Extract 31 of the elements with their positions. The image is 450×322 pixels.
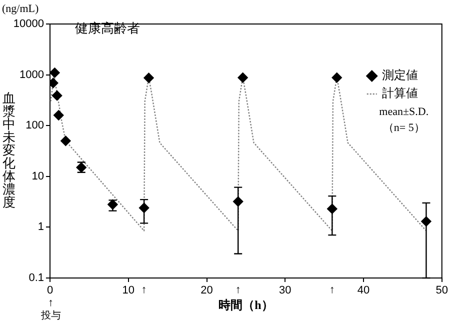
x-tick-label: 10 bbox=[122, 284, 134, 297]
point bbox=[60, 136, 71, 146]
y-tick-label: 1 bbox=[38, 221, 44, 234]
text: 血漿中未変化体濃度 bbox=[2, 90, 16, 210]
text: 投与 bbox=[40, 310, 61, 322]
point bbox=[52, 90, 62, 101]
x-tick-label: 0 bbox=[46, 284, 54, 297]
x-tick-label: 30 bbox=[279, 284, 292, 297]
text: ↑ bbox=[48, 296, 54, 309]
point bbox=[50, 68, 60, 78]
text: ↑ bbox=[141, 284, 147, 296]
x-tick-label: 20 bbox=[200, 284, 213, 297]
annotation: mean±S.D. bbox=[379, 106, 429, 118]
y-tick-label: 100 bbox=[26, 120, 44, 132]
y-tick-label: 0.1 bbox=[28, 272, 44, 284]
annotation: （n= 5） bbox=[382, 122, 425, 134]
legend-label: 測定値 bbox=[382, 68, 418, 82]
legend-label: 計算値 bbox=[382, 86, 418, 100]
x-tick-label: 40 bbox=[357, 284, 370, 297]
y-tick-label: 10 bbox=[32, 170, 44, 182]
point bbox=[238, 72, 248, 83]
x-tick-label: 50 bbox=[436, 284, 448, 297]
y-tick-label: 1000 bbox=[20, 68, 44, 81]
text: ↑ bbox=[329, 284, 335, 296]
text: (ng/mL) bbox=[2, 2, 39, 15]
x-axis-title: 時間（h） bbox=[218, 298, 274, 312]
text: ↑ bbox=[235, 284, 241, 296]
point bbox=[332, 72, 342, 83]
y-tick-label: 10000 bbox=[13, 18, 44, 30]
point bbox=[54, 110, 64, 120]
point bbox=[144, 72, 154, 83]
